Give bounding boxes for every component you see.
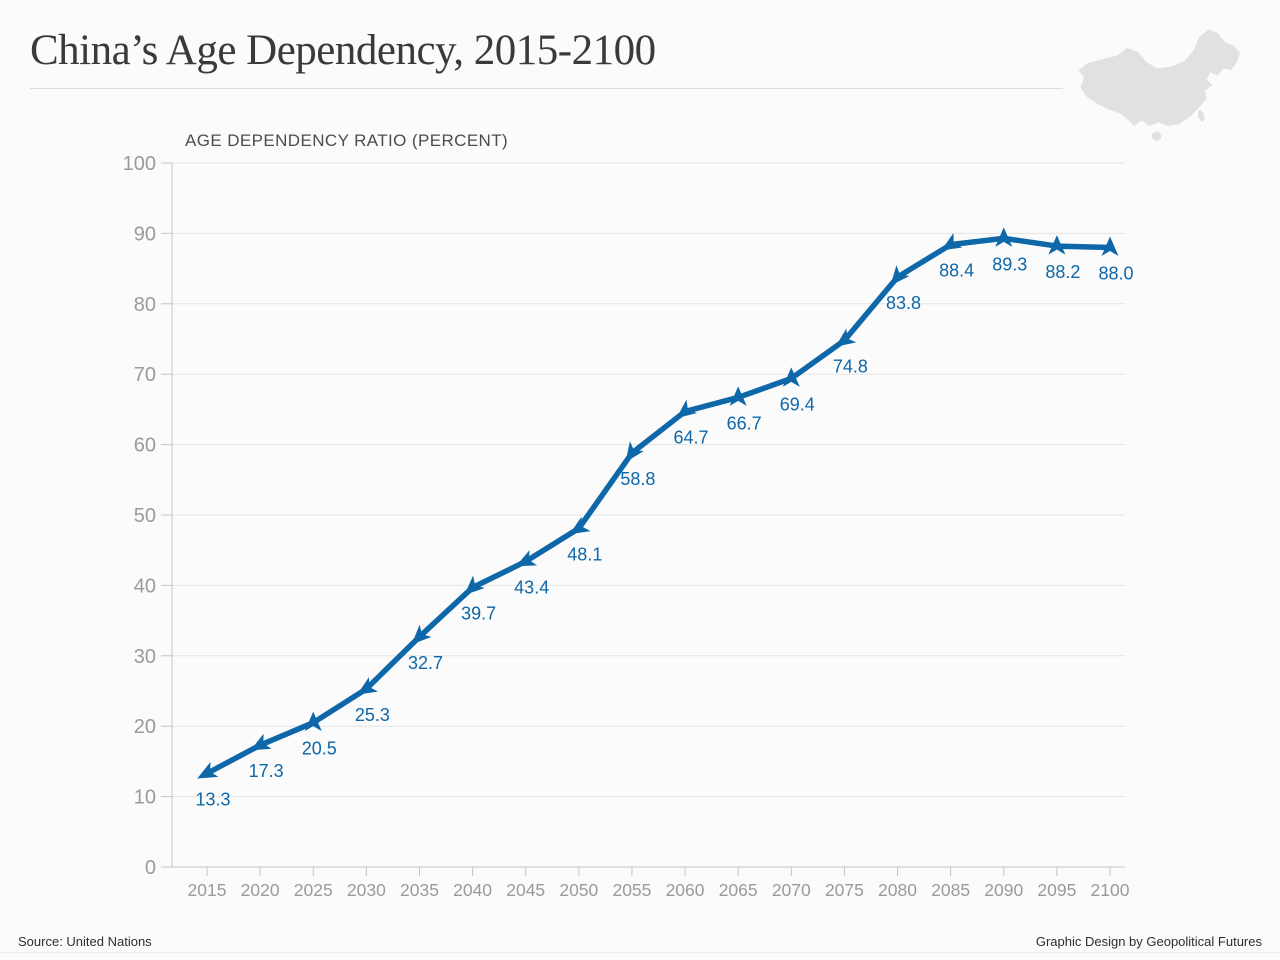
svg-text:66.7: 66.7	[727, 413, 762, 433]
svg-text:50: 50	[134, 505, 156, 527]
source-note: Source: United Nations	[18, 934, 152, 949]
svg-text:80: 80	[134, 294, 156, 316]
svg-text:2035: 2035	[400, 880, 439, 900]
svg-text:2070: 2070	[772, 880, 811, 900]
svg-text:88.4: 88.4	[939, 261, 974, 281]
taiwan-shape	[1197, 110, 1205, 122]
svg-text:70: 70	[134, 364, 156, 386]
page-title: China’s Age Dependency, 2015-2100	[30, 27, 656, 74]
svg-text:2030: 2030	[347, 880, 386, 900]
credit-note: Graphic Design by Geopolitical Futures	[1035, 934, 1262, 949]
axes	[161, 162, 1125, 876]
svg-text:88.2: 88.2	[1045, 262, 1080, 282]
hainan-shape	[1151, 131, 1162, 141]
y-tick-labels: 0 10 20 30 40 50 60 70 80 90 100	[123, 153, 156, 879]
grid-lines	[172, 162, 1125, 798]
svg-text:20: 20	[134, 716, 156, 738]
svg-text:2100: 2100	[1091, 880, 1130, 900]
svg-text:17.3: 17.3	[249, 761, 284, 781]
svg-text:90: 90	[134, 223, 156, 245]
svg-text:30: 30	[134, 646, 156, 668]
svg-text:10: 10	[134, 787, 156, 809]
svg-text:69.4: 69.4	[780, 394, 815, 414]
data-markers	[197, 227, 1119, 779]
svg-text:2065: 2065	[719, 880, 758, 900]
svg-text:25.3: 25.3	[355, 705, 390, 725]
svg-text:20.5: 20.5	[302, 739, 337, 759]
x-tick-labels: 2015 2020 2025 2030 2035 2040 2045 2050 2055 2060…	[188, 880, 1130, 900]
y-axis-title: AGE DEPENDENCY RATIO (PERCENT)	[185, 131, 509, 150]
value-labels: 13.3 17.3 20.5 25.3 32.7 39.7 43.4 48.1 58.8 64.7…	[195, 254, 1133, 809]
svg-text:2050: 2050	[559, 880, 598, 900]
svg-text:39.7: 39.7	[461, 604, 496, 624]
svg-text:2060: 2060	[666, 880, 705, 900]
svg-text:2015: 2015	[188, 880, 227, 900]
svg-text:2040: 2040	[453, 880, 492, 900]
svg-text:2095: 2095	[1037, 880, 1076, 900]
svg-text:2055: 2055	[612, 880, 651, 900]
svg-text:89.3: 89.3	[992, 254, 1027, 274]
svg-text:60: 60	[134, 435, 156, 457]
svg-text:100: 100	[123, 153, 156, 175]
svg-text:2080: 2080	[878, 880, 917, 900]
svg-text:2085: 2085	[931, 880, 970, 900]
svg-text:2025: 2025	[294, 880, 333, 900]
svg-text:2045: 2045	[506, 880, 545, 900]
data-line	[204, 235, 1113, 777]
svg-text:48.1: 48.1	[567, 544, 602, 564]
svg-text:13.3: 13.3	[195, 789, 230, 809]
svg-text:2075: 2075	[825, 880, 864, 900]
svg-text:64.7: 64.7	[674, 428, 709, 448]
svg-text:74.8: 74.8	[833, 356, 868, 376]
svg-text:43.4: 43.4	[514, 577, 549, 597]
svg-text:40: 40	[134, 575, 156, 597]
svg-text:88.0: 88.0	[1098, 263, 1133, 283]
svg-text:0: 0	[145, 857, 156, 879]
china-mainland-shape	[1078, 29, 1241, 126]
svg-text:2020: 2020	[241, 880, 280, 900]
title-divider	[30, 88, 1063, 89]
china-map-icon	[1078, 29, 1241, 141]
svg-text:32.7: 32.7	[408, 653, 443, 673]
svg-text:2090: 2090	[984, 880, 1023, 900]
svg-text:58.8: 58.8	[620, 469, 655, 489]
bottom-divider	[0, 952, 1280, 953]
svg-text:83.8: 83.8	[886, 293, 921, 313]
